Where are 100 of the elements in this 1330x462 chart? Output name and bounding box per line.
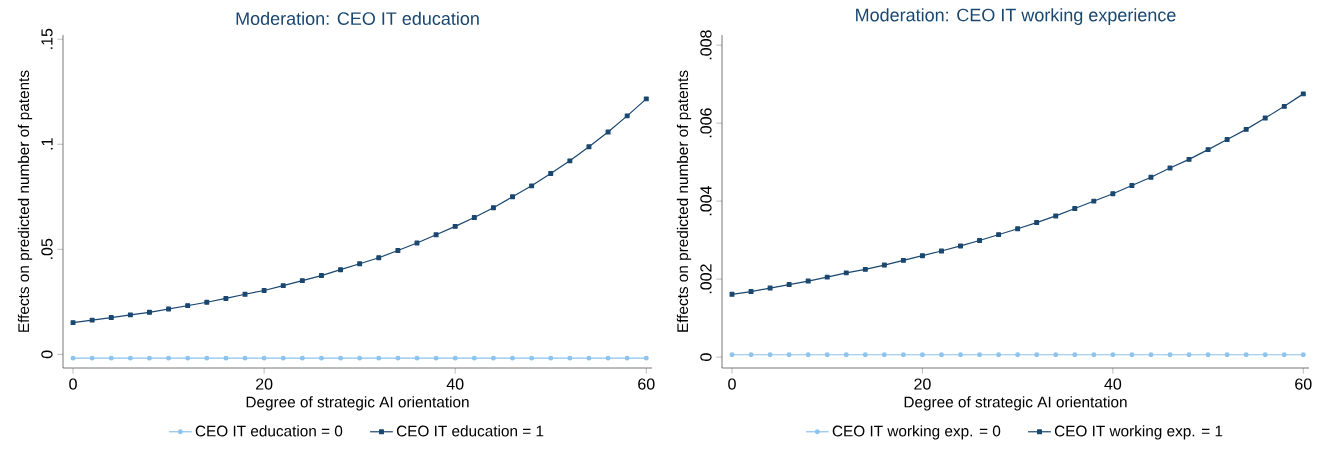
point	[529, 183, 535, 189]
point	[1091, 352, 1097, 358]
point	[414, 355, 420, 361]
point	[1015, 352, 1021, 358]
point	[881, 352, 887, 358]
point	[977, 238, 983, 243]
point	[824, 352, 830, 358]
point	[1224, 352, 1230, 358]
y-tick-label: .05	[41, 238, 53, 259]
point	[748, 352, 754, 358]
point	[767, 352, 773, 358]
point	[490, 205, 496, 211]
legend-label: CEO IT working exp. = 0	[832, 425, 1001, 440]
point	[108, 355, 114, 361]
point	[729, 291, 735, 297]
point	[900, 352, 906, 358]
point	[223, 295, 229, 301]
point	[452, 223, 458, 229]
y-tick-label: 0	[41, 350, 53, 359]
point	[1015, 226, 1021, 232]
point	[1072, 206, 1078, 211]
point	[1072, 352, 1078, 358]
point	[643, 96, 649, 102]
point	[204, 299, 210, 305]
point	[338, 355, 344, 361]
point	[1262, 352, 1268, 358]
point	[805, 278, 811, 284]
point	[1281, 352, 1287, 358]
point	[748, 289, 754, 295]
point	[767, 285, 773, 291]
y-axis-title: Effects on predicted number of patents	[676, 70, 692, 332]
point	[643, 355, 649, 361]
point	[1148, 352, 1154, 358]
point	[919, 253, 925, 259]
point	[862, 266, 868, 272]
point	[185, 303, 191, 309]
x-tick-label: 60	[1295, 378, 1312, 390]
point	[261, 288, 267, 293]
y-axis-title: Effects on predicted number of patents	[17, 70, 33, 332]
point	[1091, 198, 1097, 204]
point	[1110, 352, 1116, 358]
point	[919, 352, 925, 358]
point	[1205, 352, 1211, 358]
point	[242, 291, 248, 297]
point	[280, 283, 286, 289]
legend-label: CEO IT education = 1	[396, 425, 544, 437]
point	[108, 315, 114, 321]
point	[1129, 183, 1135, 188]
x-axis-title: Degree of strategic AI orientation	[904, 396, 1127, 411]
x-tick-label: 0	[728, 378, 736, 390]
point	[529, 355, 535, 361]
point	[1300, 352, 1306, 358]
point	[1300, 91, 1306, 97]
point	[843, 352, 849, 358]
point	[147, 355, 152, 361]
legend-label: CEO IT education = 0	[195, 425, 343, 437]
y-tick-label: .006	[700, 108, 712, 138]
point	[376, 255, 382, 261]
point	[318, 273, 324, 279]
point	[1205, 147, 1211, 153]
point	[996, 232, 1002, 238]
point	[1262, 115, 1268, 121]
point	[996, 352, 1002, 358]
point	[586, 144, 592, 150]
point	[338, 267, 344, 273]
point	[376, 355, 382, 361]
point	[958, 352, 963, 358]
point	[939, 352, 944, 358]
point	[1053, 213, 1059, 219]
y-tick-label: .002	[700, 264, 712, 294]
point	[185, 355, 191, 361]
point	[127, 312, 133, 318]
point	[127, 355, 133, 361]
point	[357, 261, 363, 267]
x-tick-label: 60	[638, 378, 655, 390]
point	[843, 270, 849, 276]
point	[510, 355, 515, 361]
chart-title: Moderation: CEO IT working experience	[856, 8, 1176, 25]
point	[70, 355, 76, 361]
point	[1243, 126, 1249, 132]
point	[567, 158, 573, 164]
point	[223, 355, 229, 361]
point	[166, 355, 172, 361]
point	[548, 355, 554, 361]
point	[1224, 137, 1230, 142]
point	[395, 355, 401, 361]
point	[548, 170, 554, 176]
point	[1186, 156, 1192, 162]
chart-title: Moderation: CEO IT education	[236, 11, 479, 25]
point	[1167, 352, 1173, 358]
point	[204, 355, 210, 361]
point	[1243, 352, 1249, 358]
point	[624, 355, 630, 361]
point	[299, 278, 305, 284]
point	[586, 355, 592, 361]
point	[433, 232, 439, 238]
y-tick-label: .15	[41, 28, 53, 49]
point	[1167, 165, 1173, 171]
point	[900, 257, 906, 263]
point	[1034, 220, 1040, 226]
